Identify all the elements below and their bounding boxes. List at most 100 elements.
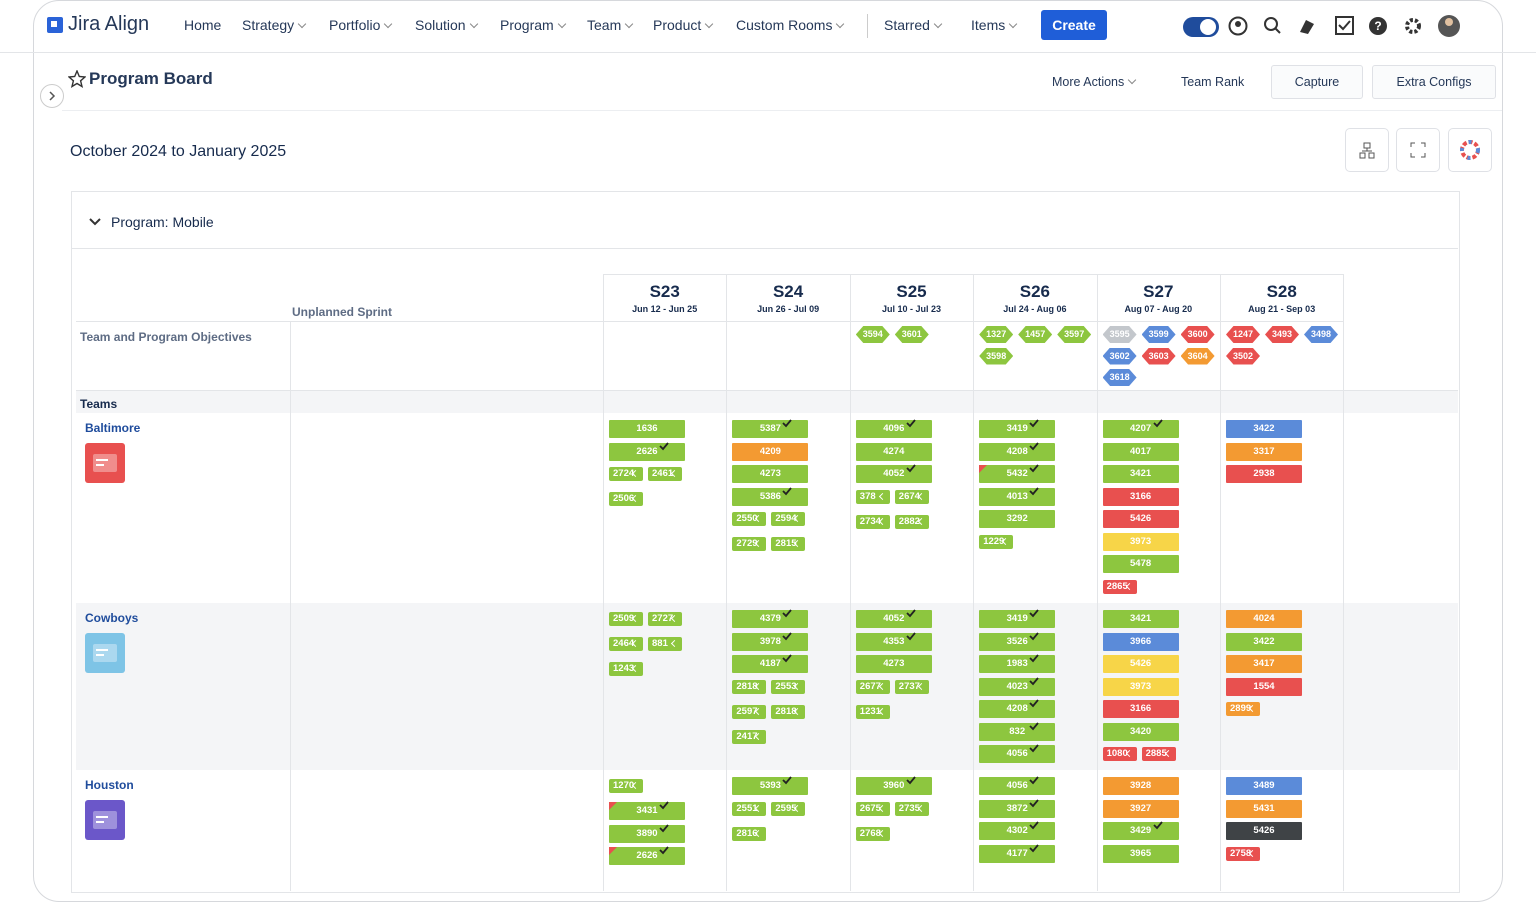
- collapse-icon[interactable]: [88, 215, 102, 229]
- feature-card[interactable]: 3292: [979, 510, 1056, 528]
- feature-card[interactable]: 4024: [1226, 610, 1302, 628]
- feature-card[interactable]: 3526: [979, 631, 1056, 651]
- story-card[interactable]: 2594: [771, 512, 806, 526]
- objective[interactable]: 3597: [1057, 326, 1092, 343]
- story-card[interactable]: 2818: [771, 704, 806, 719]
- story-card[interactable]: 2818: [732, 679, 767, 694]
- story-card[interactable]: 2595: [771, 801, 806, 816]
- feature-card[interactable]: 3965: [1102, 844, 1179, 863]
- feature-card[interactable]: 3421: [1102, 465, 1179, 483]
- feature-card[interactable]: 4379: [732, 609, 809, 628]
- feature-card[interactable]: 4056: [979, 744, 1056, 763]
- feature-card[interactable]: 832: [979, 721, 1056, 741]
- nav-link[interactable]: Product: [653, 17, 712, 33]
- feature-card[interactable]: 3422: [1226, 632, 1302, 651]
- objective[interactable]: 3598: [979, 347, 1014, 365]
- story-card[interactable]: 1229: [979, 534, 1014, 549]
- story-card[interactable]: 2735: [894, 801, 929, 816]
- feature-card[interactable]: 5386: [732, 486, 809, 506]
- nav-link[interactable]: Custom Rooms: [736, 17, 843, 33]
- objective[interactable]: 3602: [1102, 347, 1137, 365]
- objective[interactable]: 3600: [1180, 326, 1215, 343]
- feature-card[interactable]: 2938: [1226, 465, 1302, 483]
- feature-card[interactable]: 4177: [979, 843, 1056, 863]
- feature-card[interactable]: 2626: [609, 846, 685, 865]
- action-button[interactable]: Capture: [1271, 65, 1363, 99]
- feature-card[interactable]: 3973: [1102, 677, 1179, 696]
- story-card[interactable]: 2675: [855, 801, 890, 816]
- feature-card[interactable]: 4302: [979, 821, 1056, 840]
- feature-card[interactable]: 3489: [1226, 777, 1302, 795]
- objective[interactable]: 3502: [1226, 347, 1260, 365]
- feature-card[interactable]: 3966: [1102, 632, 1179, 651]
- feature-card[interactable]: 4274: [855, 442, 932, 461]
- hierarchy-button[interactable]: [1345, 128, 1389, 172]
- feature-card[interactable]: 2626: [609, 441, 685, 461]
- feature-card[interactable]: 4096: [855, 419, 932, 438]
- feature-card[interactable]: 5426: [1102, 655, 1179, 673]
- story-card[interactable]: 2815: [771, 537, 806, 551]
- action-link[interactable]: Team Rank: [1181, 75, 1245, 89]
- objective[interactable]: 3594: [855, 326, 890, 343]
- objective[interactable]: 3493: [1265, 326, 1299, 343]
- story-card[interactable]: 2737: [894, 679, 929, 694]
- sidebar-toggle[interactable]: [40, 84, 64, 108]
- story-card[interactable]: 2461: [648, 467, 682, 481]
- feature-card[interactable]: 4273: [855, 655, 932, 673]
- feature-card[interactable]: 4056: [979, 776, 1056, 795]
- feature-card[interactable]: 4052: [855, 609, 932, 628]
- feature-card[interactable]: 3429: [1102, 821, 1179, 840]
- feature-card[interactable]: 3417: [1226, 655, 1302, 673]
- color-button[interactable]: [1448, 128, 1492, 172]
- objective[interactable]: 3601: [894, 326, 929, 343]
- feature-card[interactable]: 3421: [1102, 610, 1179, 628]
- story-card[interactable]: 2597: [732, 704, 767, 719]
- create-button[interactable]: Create: [1041, 10, 1107, 40]
- objective[interactable]: 1247: [1226, 326, 1260, 343]
- feature-card[interactable]: 3928: [1102, 777, 1179, 795]
- objective[interactable]: 3604: [1180, 347, 1215, 365]
- story-card[interactable]: 2509: [609, 612, 643, 626]
- story-card[interactable]: 2885: [1141, 747, 1176, 761]
- feature-card[interactable]: 3431: [609, 801, 685, 820]
- feature-card[interactable]: 3927: [1102, 799, 1179, 818]
- action-button[interactable]: Extra Configs: [1372, 65, 1496, 99]
- feature-card[interactable]: 4209: [732, 442, 809, 461]
- feature-card[interactable]: 3973: [1102, 532, 1179, 551]
- feature-card[interactable]: 5478: [1102, 555, 1179, 573]
- objective[interactable]: 3498: [1304, 326, 1338, 343]
- nav-link[interactable]: Program: [500, 17, 565, 33]
- expand-button[interactable]: [1396, 128, 1440, 172]
- story-card[interactable]: 2417: [732, 729, 767, 744]
- story-card[interactable]: 2724: [609, 467, 643, 481]
- story-card[interactable]: 2729: [732, 537, 767, 551]
- feature-card[interactable]: 4353: [855, 631, 932, 651]
- objective[interactable]: 3595: [1102, 326, 1137, 343]
- objective[interactable]: 1327: [979, 326, 1014, 343]
- story-card[interactable]: 1231: [855, 704, 890, 719]
- feature-card[interactable]: 4052: [855, 464, 932, 483]
- story-card[interactable]: 2674: [894, 489, 929, 504]
- objective[interactable]: 3603: [1141, 347, 1176, 365]
- feature-card[interactable]: 4023: [979, 676, 1056, 696]
- nav-link[interactable]: Home: [184, 17, 222, 33]
- feature-card[interactable]: 5387: [732, 419, 809, 438]
- feature-card[interactable]: 3890: [609, 823, 685, 843]
- story-card[interactable]: 1080: [1102, 747, 1137, 761]
- feature-card[interactable]: 4208: [979, 699, 1056, 718]
- nav-link[interactable]: Portfolio: [329, 17, 391, 33]
- nav-link[interactable]: Starred: [884, 17, 941, 33]
- story-card[interactable]: 2677: [855, 679, 890, 694]
- star-icon[interactable]: [68, 70, 86, 88]
- feature-card[interactable]: 4187: [732, 654, 809, 673]
- story-card[interactable]: 2464: [609, 637, 643, 651]
- nav-link[interactable]: Solution: [415, 17, 477, 33]
- feature-card[interactable]: 4017: [1102, 442, 1179, 461]
- feature-card[interactable]: 3166: [1102, 700, 1179, 718]
- story-card[interactable]: 2727: [648, 612, 682, 626]
- story-card[interactable]: 1243: [609, 662, 643, 676]
- story-card[interactable]: 2768: [855, 826, 890, 841]
- feature-card[interactable]: 3872: [979, 798, 1056, 818]
- feature-card[interactable]: 1983: [979, 654, 1056, 673]
- feature-card[interactable]: 4208: [979, 441, 1056, 461]
